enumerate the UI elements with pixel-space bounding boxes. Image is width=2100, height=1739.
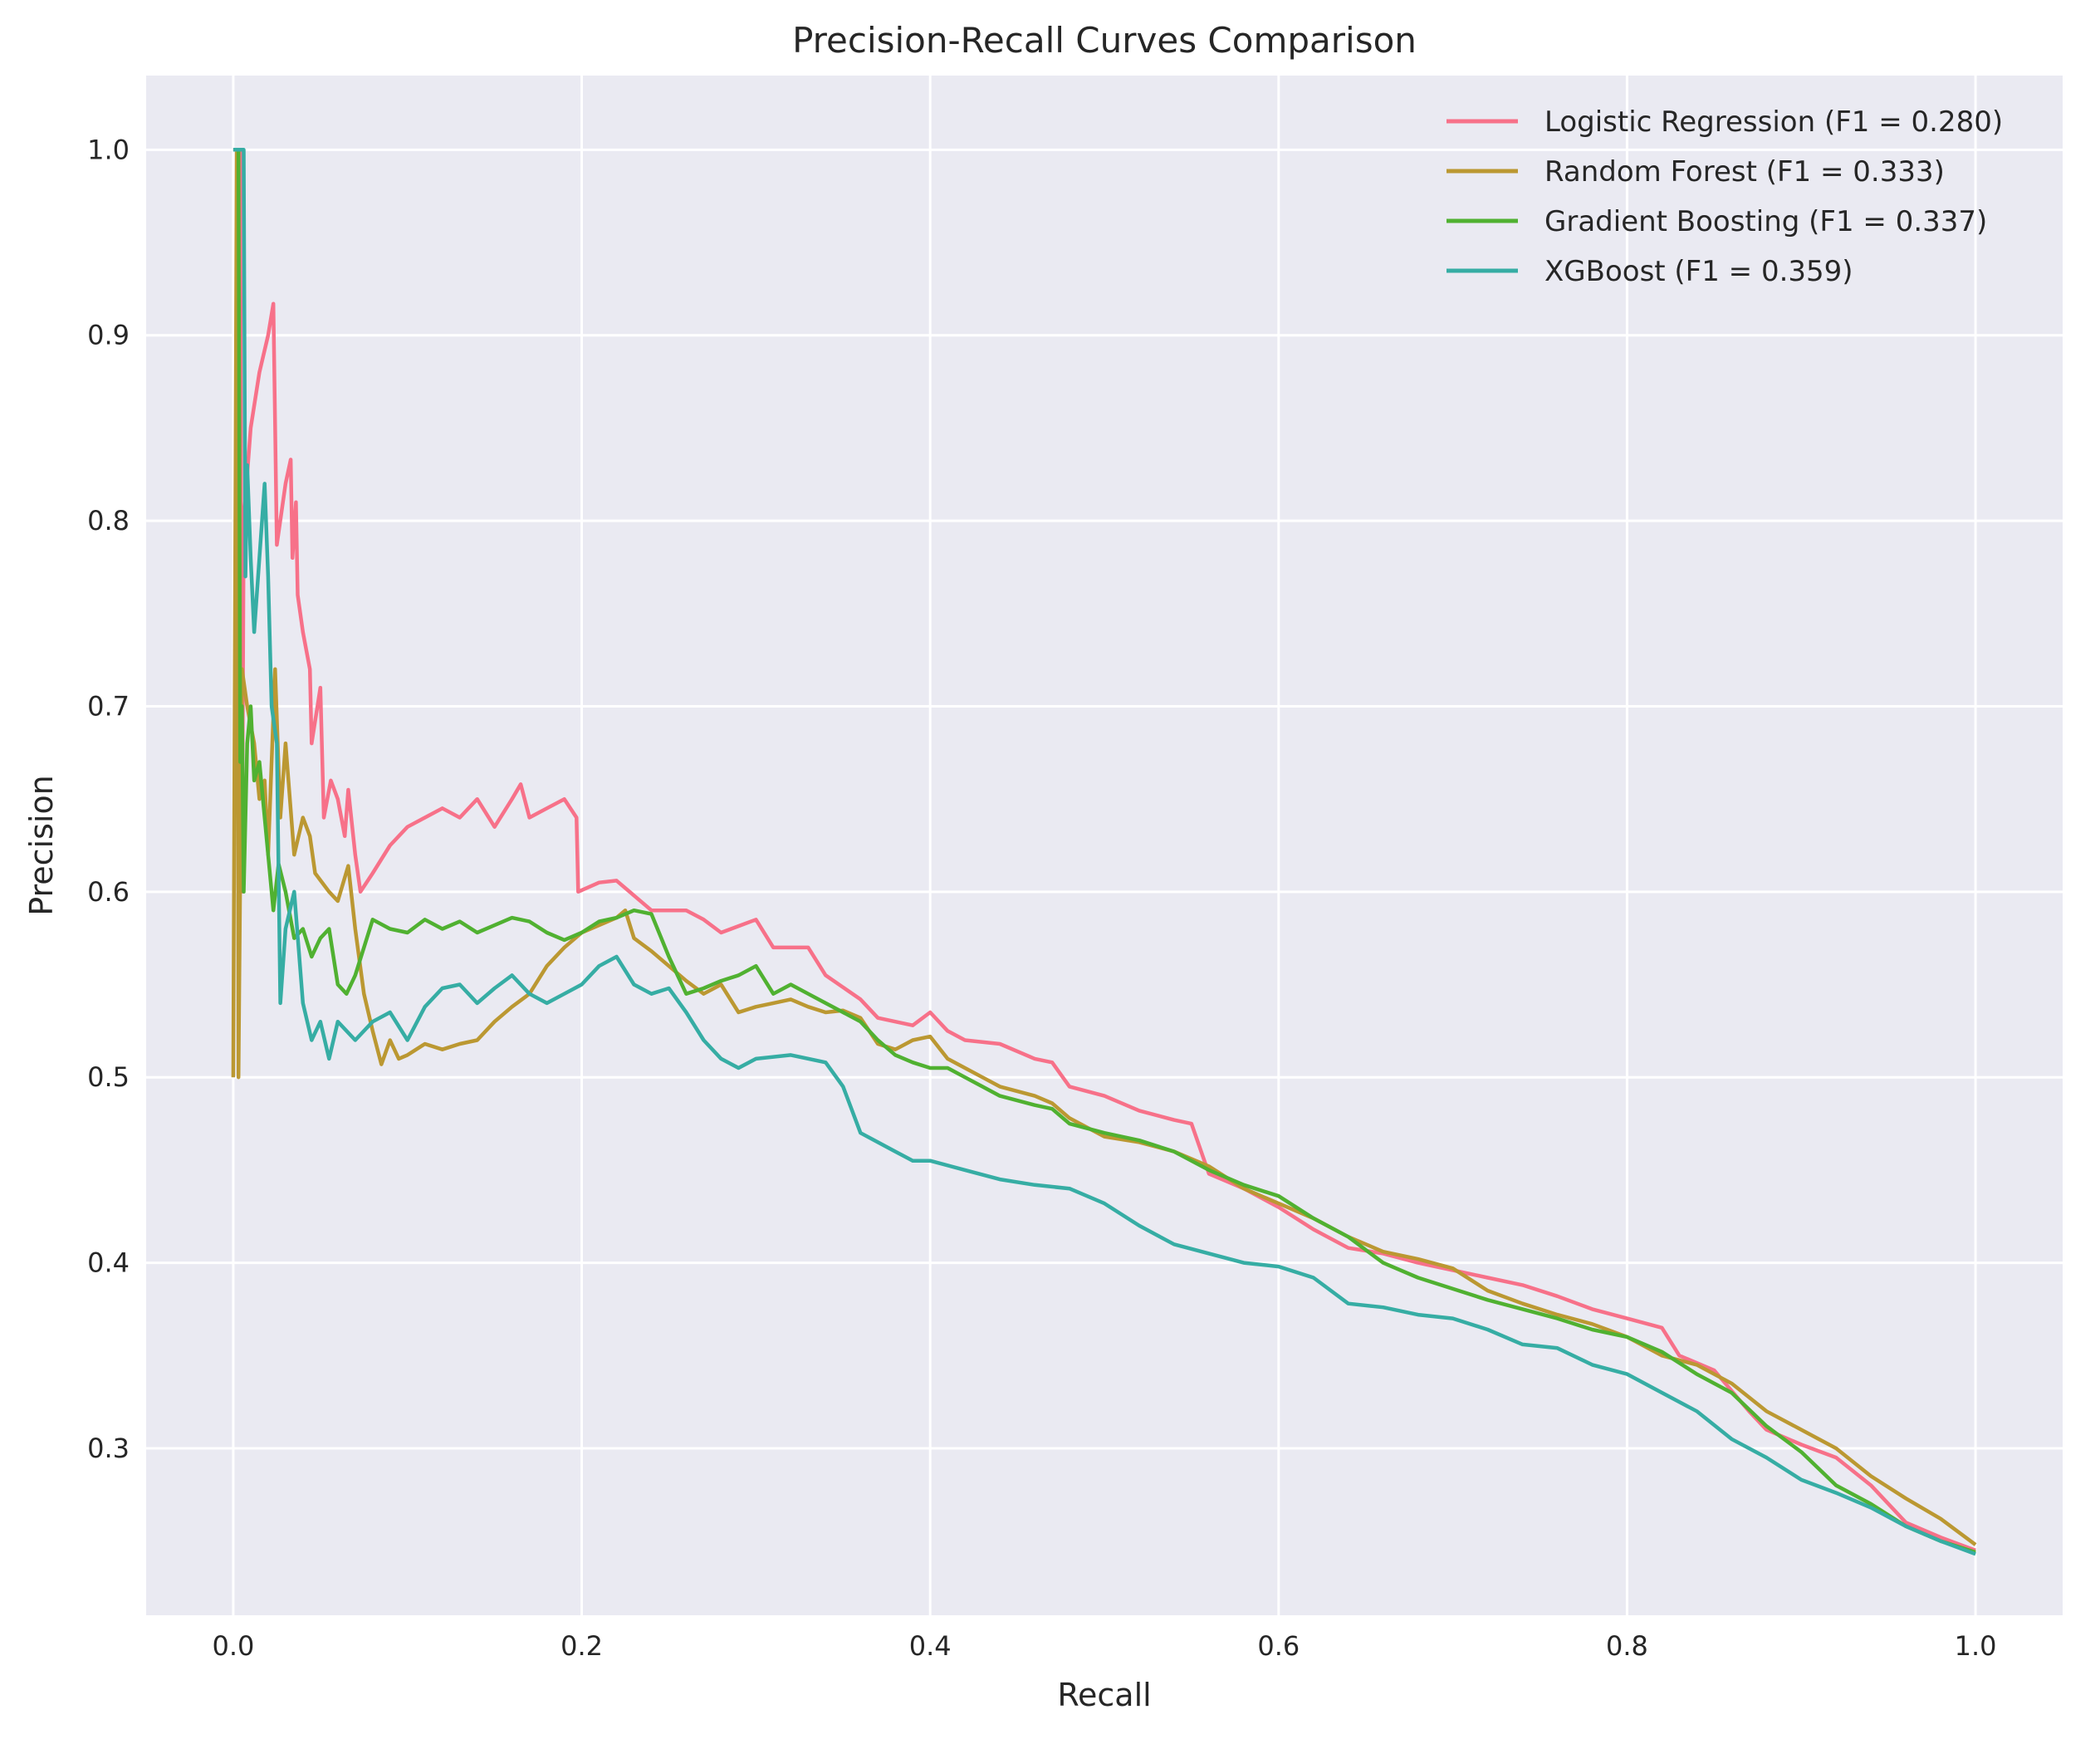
y-tick-label: 0.6 [87,876,130,908]
series-line-3 [236,149,1976,1555]
x-tick-label: 0.2 [560,1630,603,1662]
y-tick-label: 0.5 [87,1061,130,1093]
series-line-2 [231,148,1977,1546]
legend-label: Gradient Boosting (F1 = 0.337) [1544,205,1987,238]
plot-background [146,76,2063,1615]
chart-title: Precision-Recall Curves Comparison [792,20,1417,61]
x-tick-label: 0.0 [212,1630,254,1662]
legend-item: Logistic Regression (F1 = 0.280) [1447,105,2003,139]
legend-item: Random Forest (F1 = 0.333) [1447,155,1945,189]
series-line-4 [233,148,1976,1556]
y-tick-label: 1.0 [87,134,130,165]
y-tick-label: 0.7 [87,690,130,722]
x-tick-label: 1.0 [1955,1630,1997,1662]
y-tick-labels: 0.3 0.4 0.5 0.6 0.7 0.8 0.9 1.0 [87,134,130,1464]
y-tick-label: 0.3 [87,1433,130,1464]
legend-item: Gradient Boosting (F1 = 0.337) [1447,205,1987,238]
x-axis-label: Recall [1057,1677,1151,1713]
legend-item: XGBoost (F1 = 0.359) [1447,255,1853,288]
legend: Logistic Regression (F1 = 0.280) Random F… [1447,105,2003,288]
series-line-1 [233,148,1976,1552]
y-tick-label: 0.9 [87,320,130,351]
grid-lines [146,76,2063,1615]
y-axis-label: Precision [23,775,60,916]
legend-label: Random Forest (F1 = 0.333) [1544,155,1945,189]
legend-label: Logistic Regression (F1 = 0.280) [1544,105,2003,139]
x-tick-label: 0.6 [1257,1630,1300,1662]
x-tick-label: 0.8 [1606,1630,1648,1662]
x-tick-label: 0.4 [909,1630,952,1662]
x-tick-labels: 0.0 0.2 0.4 0.6 0.8 1.0 [212,1630,1996,1662]
legend-label: XGBoost (F1 = 0.359) [1544,255,1853,288]
y-tick-label: 0.8 [87,505,130,536]
series-lines [231,148,1977,1556]
y-tick-label: 0.4 [87,1247,130,1279]
